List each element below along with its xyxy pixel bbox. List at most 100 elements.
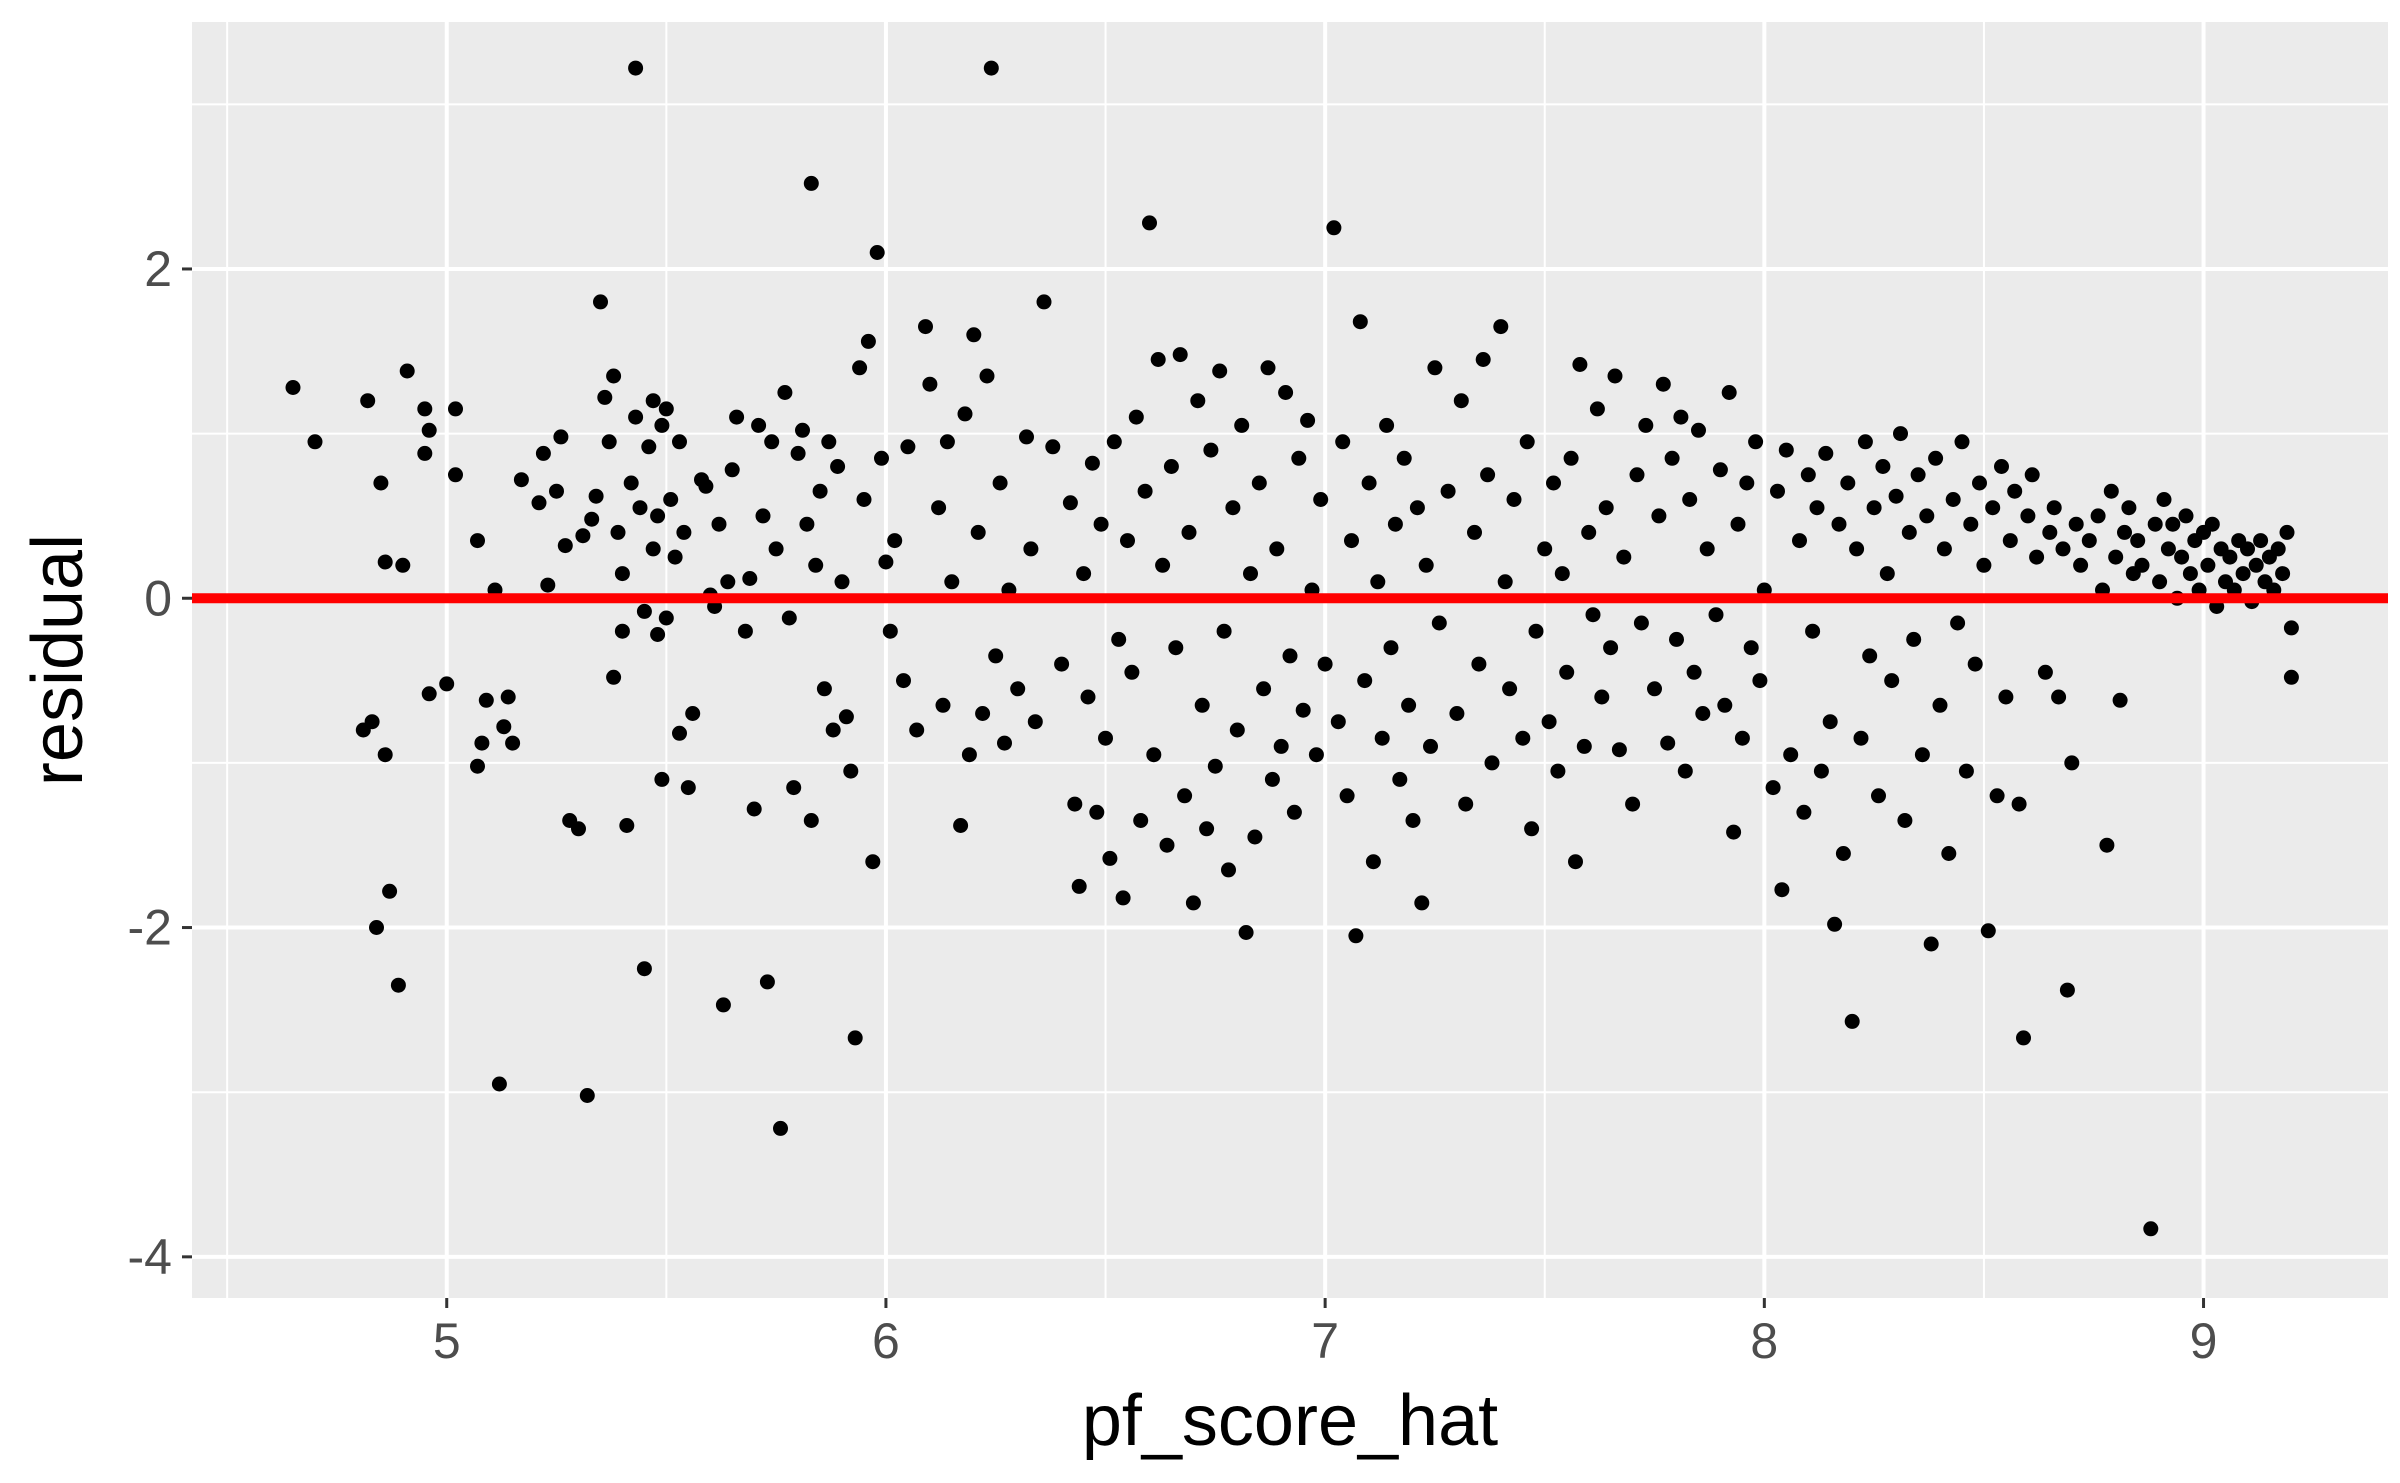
data-point (1699, 541, 1715, 557)
data-point (935, 697, 951, 713)
data-point (1914, 747, 1930, 763)
data-point (711, 516, 727, 532)
data-point (1827, 916, 1843, 932)
data-point (896, 673, 911, 689)
data-point (1142, 215, 1157, 231)
data-point (1967, 656, 1983, 672)
data-point (496, 719, 512, 735)
data-point (2020, 508, 2036, 524)
data-point (597, 389, 613, 405)
data-point (2042, 524, 2058, 540)
data-point (2073, 557, 2089, 573)
data-point (847, 1030, 863, 1046)
data-point (953, 818, 969, 833)
data-point (1326, 220, 1342, 236)
data-point (553, 429, 569, 445)
data-point (1203, 442, 1219, 458)
data-point (838, 709, 854, 725)
data-point (1471, 656, 1487, 672)
data-point (1071, 878, 1087, 894)
data-point (1835, 846, 1851, 861)
data-point (1695, 706, 1711, 721)
data-point (2275, 566, 2291, 582)
data-point (1919, 508, 1935, 524)
data-point (759, 974, 775, 990)
data-point (1866, 500, 1882, 516)
data-point (1335, 434, 1351, 450)
data-point (1800, 467, 1816, 483)
data-point (816, 681, 832, 697)
data-point (1137, 483, 1153, 499)
data-point (834, 574, 850, 590)
data-point (2160, 541, 2176, 557)
data-point (470, 533, 485, 549)
data-point (1440, 483, 1456, 499)
data-point (1339, 788, 1355, 804)
data-point (2002, 533, 2018, 549)
data-point (1225, 500, 1241, 516)
data-point (1669, 631, 1684, 647)
data-point (1871, 788, 1886, 804)
data-point (1840, 475, 1856, 491)
data-point (1879, 566, 1895, 582)
data-point (2147, 516, 2163, 532)
data-point (764, 434, 780, 450)
data-point (786, 780, 802, 796)
data-point (1264, 771, 1280, 787)
data-point (768, 541, 784, 557)
data-point (1199, 821, 1215, 837)
data-point (882, 623, 898, 639)
data-point (777, 385, 793, 400)
data-point (2112, 692, 2128, 708)
data-point (900, 439, 916, 455)
data-point (500, 689, 516, 705)
data-point (1862, 648, 1878, 664)
data-point (676, 524, 692, 540)
data-point (369, 920, 384, 935)
data-point (1708, 607, 1724, 623)
data-point (1357, 673, 1373, 689)
data-point (874, 450, 889, 466)
data-point (755, 508, 771, 524)
data-point (2178, 508, 2194, 524)
data-point (1660, 735, 1676, 751)
data-point (957, 406, 973, 422)
data-point (619, 818, 635, 833)
data-point (2152, 574, 2168, 590)
data-point (1625, 796, 1641, 812)
data-point (1519, 434, 1535, 450)
data-point (571, 821, 586, 837)
data-point (1027, 714, 1043, 730)
data-point (1247, 829, 1263, 845)
data-point (1541, 714, 1557, 730)
data-point (830, 459, 846, 474)
data-point (2279, 524, 2295, 540)
data-point (1216, 623, 1232, 639)
data-point (2117, 524, 2132, 540)
data-point (1805, 623, 1821, 639)
data-point (2134, 557, 2150, 573)
data-point (1392, 771, 1408, 787)
data-point (1093, 516, 1109, 532)
data-point (983, 60, 999, 76)
data-point (1260, 360, 1276, 376)
data-point (1291, 450, 1307, 466)
data-point (2037, 664, 2053, 680)
data-point (663, 492, 679, 507)
data-point (2156, 492, 2172, 507)
data-point (1128, 409, 1144, 425)
data-point (1234, 417, 1250, 433)
data-point (628, 409, 644, 425)
data-point (1506, 492, 1522, 507)
data-point (939, 434, 955, 450)
data-point (1418, 557, 1434, 573)
data-point (1664, 450, 1680, 466)
data-point (781, 610, 797, 626)
data-point (2068, 516, 2084, 532)
data-point (2248, 557, 2264, 573)
data-point (1212, 363, 1228, 379)
data-point (1221, 862, 1236, 878)
data-point (1950, 615, 1966, 631)
data-point (377, 554, 393, 570)
data-point (922, 376, 938, 392)
